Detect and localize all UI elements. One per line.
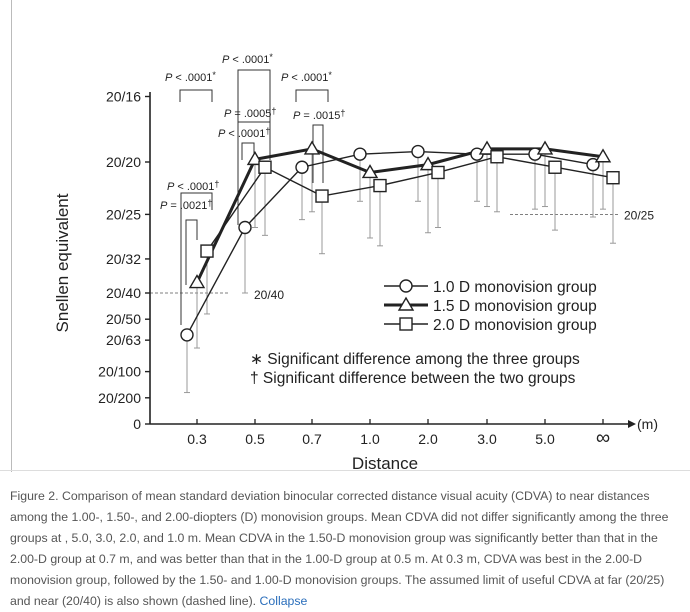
figure: (m) 20/16 20/20 20/25 20/32 20/40 20/50 20/63 20…: [0, 0, 690, 473]
data-point-circle: [238, 220, 252, 235]
significance-bracket: [179, 89, 213, 102]
x-axis-title: Distance: [352, 454, 418, 472]
y-tick-label: 20/20: [106, 154, 141, 170]
series-line-1: [195, 147, 604, 284]
x-tick-label: ∞: [596, 427, 610, 449]
y-axis-title: Snellen equivalent: [53, 193, 72, 332]
figure-frame-bottom: [0, 470, 690, 471]
reference-label-far: 20/25: [624, 208, 654, 222]
collapse-link[interactable]: Collapse: [259, 594, 308, 608]
p-value-annotation: P < .0001*: [165, 70, 216, 84]
x-tick-label: 0.5: [245, 431, 265, 447]
significance-bracket: [295, 89, 329, 102]
y-tick-label: 20/40: [106, 285, 141, 301]
data-point-square: [548, 160, 562, 174]
data-point-circle: [353, 147, 367, 161]
figure-caption: Figure 2. Comparison of mean standard de…: [10, 486, 682, 612]
x-tick-label: 0.7: [302, 431, 322, 447]
data-point-triangle: [303, 140, 321, 155]
series-line-2: [206, 156, 614, 252]
chart: (m) 20/16 20/20 20/25 20/32 20/40 20/50 20/63 20…: [53, 52, 658, 473]
significance-note: † Significant difference between the two…: [250, 370, 576, 387]
y-tick-label: 20/63: [106, 332, 141, 348]
y-tick-label: 0: [133, 416, 141, 432]
y-tick-label: 20/50: [106, 311, 141, 327]
data-point-triangle: [536, 140, 554, 155]
x-tick-label: 5.0: [535, 431, 555, 447]
y-tick-label: 20/100: [98, 364, 141, 380]
data-point-circle: [180, 328, 194, 342]
data-point-circle: [295, 160, 309, 174]
legend-marker-triangle: [397, 296, 415, 311]
data-point-triangle: [188, 274, 206, 289]
y-tick-label: 20/32: [106, 251, 141, 267]
x-axis-arrow: [628, 420, 636, 428]
data-point-square: [373, 178, 387, 193]
legend-label: 2.0 D monovision group: [433, 317, 597, 334]
x-tick-label: 1.0: [360, 431, 380, 447]
y-tick-label: 20/16: [106, 89, 141, 105]
p-value-annotation: P < .0001*: [281, 70, 332, 84]
p-value-annotation: P < .0001†: [167, 179, 219, 193]
reference-label-near: 20/40: [254, 288, 284, 302]
legend-label: 1.5 D monovision group: [433, 298, 597, 315]
y-tick-label: 20/200: [98, 390, 141, 406]
x-tick-label: 2.0: [418, 431, 438, 447]
data-point-square: [490, 150, 504, 164]
significance-bracket: [185, 219, 198, 285]
significance-bracket: [180, 192, 213, 325]
legend-label: 1.0 D monovision group: [433, 279, 597, 296]
legend-marker-square: [399, 317, 413, 331]
p-value-annotation: P < .0001*: [222, 52, 273, 66]
y-tick-label: 20/25: [106, 206, 141, 222]
x-tick-label: 0.3: [187, 431, 207, 447]
data-point-square: [315, 189, 329, 203]
caption-text: Figure 2. Comparison of mean standard de…: [10, 489, 669, 608]
data-point-square: [431, 165, 445, 180]
p-value-annotation: P < .0001†: [218, 126, 270, 140]
significance-bracket: [241, 142, 255, 160]
data-point-triangle: [594, 148, 612, 163]
figure-frame-left: [11, 0, 12, 472]
data-point-circle: [411, 144, 425, 159]
series-line-0: [186, 150, 594, 336]
significance-note: ∗ Significant difference among the three…: [250, 351, 580, 368]
x-tick-label: 3.0: [477, 431, 497, 447]
data-point-square: [200, 244, 214, 258]
x-unit-label: (m): [637, 416, 658, 432]
p-value-annotation: P = .0015†: [293, 108, 345, 122]
legend-marker-circle: [399, 279, 413, 293]
p-value-annotation: P = .0021†: [160, 198, 212, 212]
data-point-square: [258, 160, 272, 174]
p-value-annotation: P = .0005†: [224, 106, 276, 120]
significance-bracket: [237, 121, 271, 210]
data-point-triangle: [361, 164, 379, 179]
data-point-square: [606, 171, 620, 185]
